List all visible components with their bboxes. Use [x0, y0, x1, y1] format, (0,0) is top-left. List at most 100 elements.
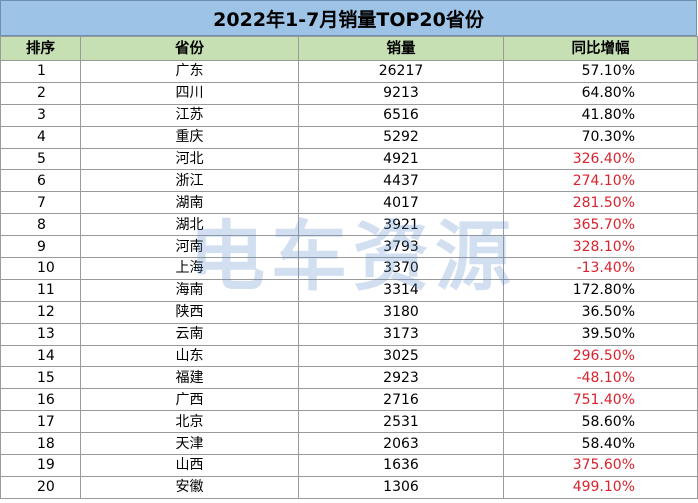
rank-cell: 3 [0, 103, 81, 127]
table-row: 10 上海 3370 -13.40% [0, 257, 698, 280]
growth-cell: 58.40% [503, 432, 698, 456]
growth-cell: 328.10% [503, 235, 698, 259]
growth-cell: 375.60% [503, 454, 698, 477]
table-row: 4 重庆 5292 70.30% [0, 125, 698, 149]
province-cell: 山东 [80, 344, 299, 368]
rank-cell: 7 [0, 191, 81, 215]
province-cell: 湖北 [80, 213, 299, 237]
table-row: 16 广西 2716 751.40% [0, 388, 698, 412]
sales-cell: 1306 [298, 475, 504, 499]
sales-cell: 6516 [298, 103, 504, 127]
province-cell: 浙江 [80, 169, 299, 193]
province-cell: 江苏 [80, 103, 299, 127]
rank-cell: 10 [0, 257, 81, 280]
rank-cell: 1 [0, 60, 81, 83]
province-cell: 重庆 [80, 125, 299, 149]
growth-cell: 172.80% [503, 278, 698, 302]
growth-cell: 57.10% [503, 60, 698, 83]
province-cell: 山西 [80, 454, 299, 477]
growth-cell: 36.50% [503, 300, 698, 324]
sales-cell: 2531 [298, 410, 504, 434]
province-cell: 海南 [80, 278, 299, 302]
sales-cell: 2716 [298, 388, 504, 412]
table-row: 12 陕西 3180 36.50% [0, 300, 698, 324]
growth-cell: 296.50% [503, 344, 698, 368]
province-cell: 广西 [80, 388, 299, 412]
rank-cell: 9 [0, 235, 81, 259]
rank-cell: 14 [0, 344, 81, 368]
table-row: 17 北京 2531 58.60% [0, 410, 698, 434]
rank-cell: 17 [0, 410, 81, 434]
table-row: 13 云南 3173 39.50% [0, 322, 698, 346]
table-title: 2022年1-7月销量TOP20省份 [0, 0, 697, 36]
header-sales: 销量 [298, 36, 504, 61]
growth-cell: 751.40% [503, 388, 698, 412]
growth-cell: 281.50% [503, 191, 698, 215]
growth-cell: 365.70% [503, 213, 698, 237]
growth-cell: 39.50% [503, 322, 698, 346]
header-growth: 同比增幅 [503, 36, 698, 61]
header-rank: 排序 [0, 36, 81, 61]
table-row: 14 山东 3025 296.50% [0, 344, 698, 368]
table-row: 1 广东 26217 57.10% [0, 60, 698, 83]
sales-cell: 26217 [298, 60, 504, 83]
sales-cell: 9213 [298, 81, 504, 105]
rank-cell: 5 [0, 147, 81, 171]
table-row: 9 河南 3793 328.10% [0, 235, 698, 259]
province-cell: 安徽 [80, 475, 299, 499]
sales-cell: 5292 [298, 125, 504, 149]
growth-cell: 70.30% [503, 125, 698, 149]
province-cell: 河南 [80, 235, 299, 259]
province-cell: 四川 [80, 81, 299, 105]
rank-cell: 4 [0, 125, 81, 149]
province-cell: 上海 [80, 257, 299, 280]
province-cell: 河北 [80, 147, 299, 171]
sales-cell: 4921 [298, 147, 504, 171]
province-cell: 云南 [80, 322, 299, 346]
table-row: 3 江苏 6516 41.80% [0, 103, 698, 127]
table-row: 7 湖南 4017 281.50% [0, 191, 698, 215]
growth-cell: -13.40% [503, 257, 698, 280]
sales-cell: 1636 [298, 454, 504, 477]
growth-cell: 41.80% [503, 103, 698, 127]
rank-cell: 19 [0, 454, 81, 477]
rank-cell: 16 [0, 388, 81, 412]
rank-cell: 6 [0, 169, 81, 193]
sales-cell: 2063 [298, 432, 504, 456]
sales-cell: 3921 [298, 213, 504, 237]
rank-cell: 18 [0, 432, 81, 456]
sales-table: 排序 省份 销量 同比增幅 1 广东 26217 57.10% 2 四川 9213 64.80… [0, 36, 698, 499]
table-row: 5 河北 4921 326.40% [0, 147, 698, 171]
province-cell: 湖南 [80, 191, 299, 215]
sales-cell: 3025 [298, 344, 504, 368]
rank-cell: 8 [0, 213, 81, 237]
growth-cell: 326.40% [503, 147, 698, 171]
sales-cell: 4437 [298, 169, 504, 193]
province-cell: 北京 [80, 410, 299, 434]
growth-cell: 499.10% [503, 475, 698, 499]
sales-cell: 4017 [298, 191, 504, 215]
growth-cell: -48.10% [503, 366, 698, 390]
sales-cell: 2923 [298, 366, 504, 390]
table-row: 20 安徽 1306 499.10% [0, 475, 698, 499]
sales-cell: 3173 [298, 322, 504, 346]
table-row: 6 浙江 4437 274.10% [0, 169, 698, 193]
province-cell: 福建 [80, 366, 299, 390]
sales-cell: 3370 [298, 257, 504, 280]
table-row: 8 湖北 3921 365.70% [0, 213, 698, 237]
sales-cell: 3314 [298, 278, 504, 302]
rank-cell: 15 [0, 366, 81, 390]
table-row: 18 天津 2063 58.40% [0, 432, 698, 456]
header-province: 省份 [80, 36, 299, 61]
province-cell: 广东 [80, 60, 299, 83]
province-cell: 陕西 [80, 300, 299, 324]
table-row: 2 四川 9213 64.80% [0, 81, 698, 105]
rank-cell: 2 [0, 81, 81, 105]
header-row: 排序 省份 销量 同比增幅 [0, 36, 698, 61]
table-row: 11 海南 3314 172.80% [0, 278, 698, 302]
growth-cell: 64.80% [503, 81, 698, 105]
table-row: 19 山西 1636 375.60% [0, 454, 698, 477]
rank-cell: 13 [0, 322, 81, 346]
sales-cell: 3180 [298, 300, 504, 324]
